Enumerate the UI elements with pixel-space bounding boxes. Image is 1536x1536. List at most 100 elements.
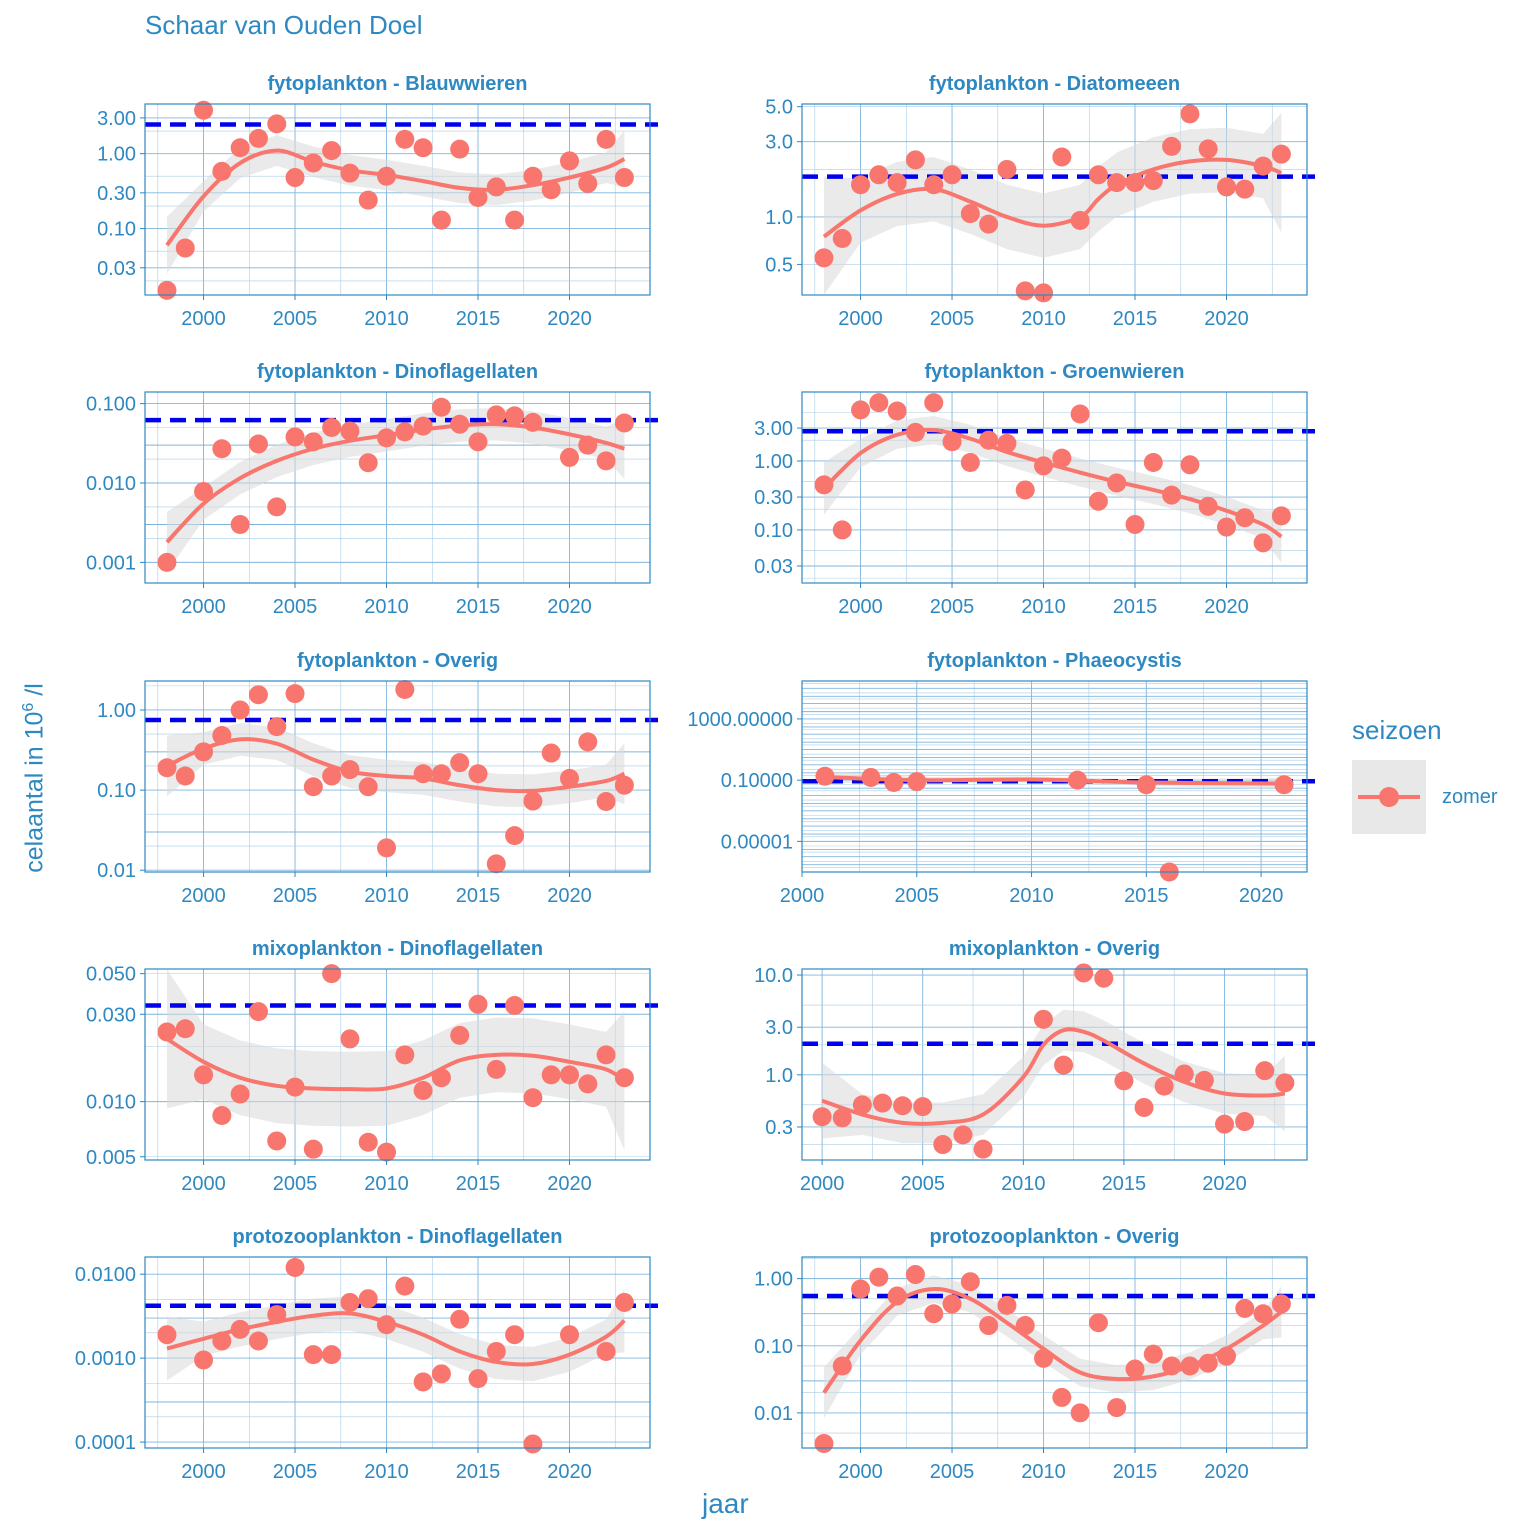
data-point [1052,448,1072,468]
data-point [358,1132,378,1152]
data-point [157,552,177,572]
data-point [450,1309,470,1329]
panel-border [801,103,1308,296]
y-tick-label: 3.0 [765,132,793,154]
legend: seizoen zomer [1352,715,1498,834]
data-point [285,1257,305,1277]
x-tick-label: 2005 [930,308,975,330]
data-point [285,427,305,447]
data-point [523,1088,543,1108]
data-point [377,1315,397,1335]
data-point [1134,1098,1154,1118]
data-point [905,150,925,170]
confidence-ribbon [167,130,625,274]
data-point [851,1279,871,1299]
panel-border [801,968,1308,1161]
data-point [887,1286,907,1306]
data-point [979,1316,999,1336]
panel-border [144,968,651,1161]
facet-title: fytoplankton - Phaeocystis [927,650,1182,672]
data-point [1180,455,1200,475]
data-point [468,764,488,784]
y-tick-label: 0.10 [754,1336,793,1358]
data-point [541,180,561,200]
data-point [851,175,871,195]
x-tick-label: 2020 [547,596,592,618]
data-point [815,766,835,786]
data-point [248,1331,268,1351]
data-point [1052,147,1072,167]
y-tick-label: 0.030 [86,1004,136,1026]
data-point [887,173,907,193]
data-point [814,248,834,268]
x-tick-label: 2000 [181,1461,226,1483]
data-point [578,1074,598,1094]
x-tick-label: 2015 [1124,885,1169,907]
x-tick-label: 2015 [456,308,501,330]
data-point [194,1350,214,1370]
x-tick-label: 2020 [1239,885,1284,907]
data-point [267,497,287,517]
data-point [1107,473,1127,493]
data-point [1255,1061,1275,1081]
data-point [559,768,579,788]
data-point [1114,1071,1134,1091]
data-point [486,1059,506,1079]
confidence-ribbon [167,408,625,573]
data-point [578,732,598,752]
data-point [1034,1348,1054,1368]
facet-panel: fytoplankton - Phaeocystis 2000 2005 2010 20… [687,650,1315,907]
data-point [413,138,433,158]
data-point [1052,1387,1072,1407]
legend-key [1352,760,1426,834]
facet-title: fytoplankton - Groenwieren [924,361,1184,383]
data-point [1088,491,1108,511]
data-point [194,742,214,762]
data-point [942,165,962,185]
data-point [212,161,232,181]
facet-title: protozooplankton - Dinoflagellaten [233,1226,563,1248]
x-tick-label: 2010 [1021,596,1066,618]
data-point [852,1095,872,1115]
x-tick-label: 2015 [456,1461,501,1483]
data-point [814,475,834,495]
data-point [960,453,980,473]
data-point [1216,177,1236,197]
data-point [505,406,525,426]
data-point [505,826,525,846]
y-tick-label: 0.00001 [721,831,793,853]
facet-panel: mixoplankton - Overig 2000 2005 2010 2015 202… [754,938,1315,1195]
data-point [431,764,451,784]
panel-border [801,680,1308,873]
data-point [340,163,360,183]
data-point [450,1025,470,1045]
data-point [979,214,999,234]
data-point [1015,281,1035,301]
facet-title: mixoplankton - Overig [949,938,1160,960]
facet-title: mixoplankton - Dinoflagellaten [252,938,543,960]
confidence-ribbon [824,113,1282,295]
data-point [1198,1353,1218,1373]
data-point [230,1084,250,1104]
data-point [851,400,871,420]
y-tick-label: 1.00 [97,700,136,722]
y-tick-label: 0.100 [86,394,136,416]
data-point [377,428,397,448]
data-point [884,773,904,793]
y-tick-label: 0.0100 [75,1264,136,1286]
data-point [905,1265,925,1285]
y-tick-label: 0.010 [86,473,136,495]
data-point [1216,1346,1236,1366]
panel-border [144,680,651,873]
data-point [872,1093,892,1113]
panel-border [801,1256,1308,1449]
data-point [1216,517,1236,537]
data-point [505,995,525,1015]
data-point [194,100,214,120]
data-point [395,422,415,442]
x-tick-label: 2005 [273,596,318,618]
data-point [578,435,598,455]
data-point [248,434,268,454]
data-point [1194,1070,1214,1090]
x-tick-label: 2005 [273,308,318,330]
